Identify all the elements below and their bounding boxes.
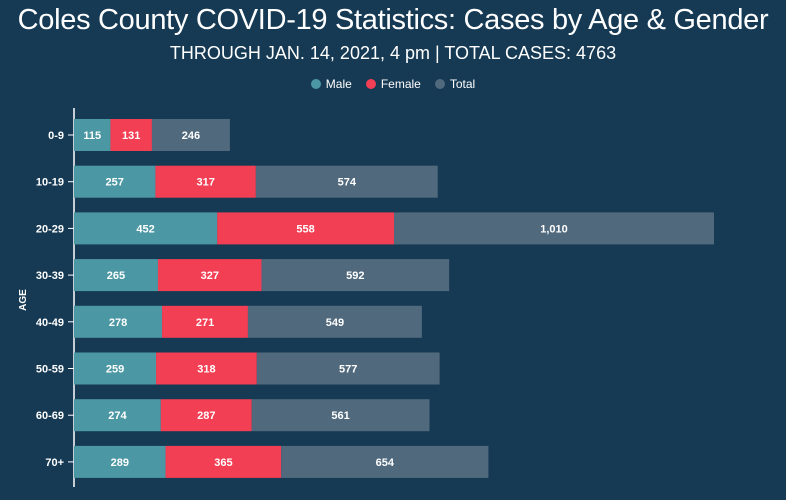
bar-label-male-50-59: 259 [106, 364, 124, 376]
bar-total-10-19 [255, 165, 438, 198]
bar-label-total-30-39: 592 [346, 270, 364, 282]
bar-label-male-20-29: 452 [136, 223, 154, 235]
bar-male-10-19 [74, 165, 156, 198]
bar-total-30-39 [261, 259, 450, 292]
legend-item-total[interactable]: Total [434, 77, 476, 91]
y-tick-label-50-59: 50-59 [36, 364, 64, 376]
bar-label-female-50-59: 318 [197, 364, 215, 376]
bar-female-10-19 [155, 165, 256, 198]
legend-swatch-female [365, 79, 376, 89]
y-tick-label-60-69: 60-69 [36, 410, 64, 422]
bar-total-0-9 [151, 119, 230, 151]
y-tick-label-10-19: 10-19 [36, 177, 64, 189]
bar-male-70+ [74, 445, 166, 478]
bar-female-70+ [165, 445, 282, 478]
legend-label-male: Male [325, 77, 352, 91]
bar-male-0-9 [74, 119, 111, 151]
bar-label-male-70+: 289 [111, 457, 129, 469]
bar-total-20-29 [394, 212, 714, 245]
bar-female-0-9 [110, 119, 152, 151]
bar-label-female-30-39: 327 [201, 270, 219, 282]
bar-label-male-10-19: 257 [106, 177, 124, 189]
y-tick-label-30-39: 30-39 [36, 270, 64, 282]
bar-label-total-40-49: 549 [326, 317, 344, 329]
bar-female-50-59 [156, 352, 257, 385]
legend-swatch-male [310, 79, 321, 89]
y-tick-label-0-9: 0-9 [48, 130, 64, 142]
legend: Male Female Total [0, 77, 786, 91]
bar-label-female-70+: 365 [214, 457, 232, 469]
bar-label-female-40-49: 271 [196, 317, 214, 329]
bar-male-40-49 [74, 305, 163, 338]
bar-label-female-0-9: 131 [122, 130, 140, 142]
bar-total-50-59 [256, 352, 440, 385]
bar-label-total-70+: 654 [376, 457, 395, 469]
bar-male-20-29 [74, 212, 218, 245]
bar-female-40-49 [162, 305, 248, 338]
bar-label-total-20-29: 1,010 [540, 223, 568, 235]
y-tick-label-40-49: 40-49 [36, 317, 64, 329]
legend-label-total: Total [449, 77, 476, 91]
bar-total-60-69 [251, 399, 430, 432]
bar-label-female-20-29: 558 [296, 223, 314, 235]
bar-male-60-69 [74, 399, 161, 432]
y-tick-label-70+: 70+ [45, 457, 64, 469]
chart-title: Coles County COVID-19 Statistics: Cases … [17, 4, 769, 36]
bar-label-male-30-39: 265 [107, 270, 125, 282]
bar-label-male-40-49: 278 [109, 317, 127, 329]
y-axis-title: AGE [18, 289, 29, 311]
bar-label-total-0-9: 246 [182, 130, 200, 142]
bar-label-total-10-19: 574 [338, 177, 357, 189]
bar-label-total-60-69: 561 [331, 410, 349, 422]
bar-label-total-50-59: 577 [339, 364, 357, 376]
y-tick-label-20-29: 20-29 [36, 223, 64, 235]
bar-total-40-49 [247, 305, 422, 338]
bar-label-male-0-9: 115 [83, 130, 101, 142]
bar-female-20-29 [217, 212, 394, 245]
legend-item-male[interactable]: Male [310, 77, 352, 91]
bar-male-50-59 [74, 352, 157, 385]
bar-male-30-39 [74, 259, 158, 292]
legend-label-female: Female [380, 77, 421, 91]
bar-female-30-39 [157, 259, 262, 292]
bar-label-male-60-69: 274 [108, 410, 127, 422]
chart-subtitle: THROUGH JAN. 14, 2021, 4 pm | TOTAL CASE… [169, 43, 617, 63]
legend-swatch-total [434, 79, 445, 89]
bar-female-60-69 [160, 399, 252, 432]
legend-item-female[interactable]: Female [365, 77, 421, 91]
bar-total-70+ [281, 445, 489, 478]
bar-label-female-10-19: 317 [196, 177, 214, 189]
bar-label-female-60-69: 287 [197, 410, 215, 422]
